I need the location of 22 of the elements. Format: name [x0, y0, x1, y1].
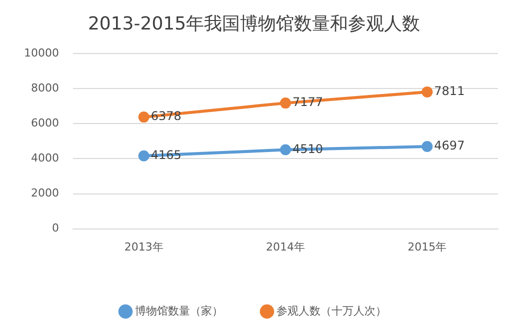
x-tick-label: 2014年 [266, 240, 305, 254]
x-tick-label: 2013年 [124, 240, 164, 254]
point [422, 141, 433, 152]
y-tick-label: 4000 [30, 152, 59, 165]
legend-label: 博物馆数量（家） [135, 304, 223, 318]
data-label: 4697 [434, 138, 465, 153]
y-tick-label: 6000 [30, 116, 59, 130]
y-tick-label: 0 [52, 222, 59, 235]
point [138, 150, 150, 162]
y-tick-label: 10000 [24, 46, 59, 60]
chart-title: 2013-2015年我国博物馆数量和参观人数 [88, 13, 420, 34]
point [422, 86, 433, 98]
data-label: 4510 [292, 142, 324, 156]
point [280, 98, 291, 109]
point [138, 112, 150, 123]
legend-label: 参观人数（十万人次） [276, 304, 386, 318]
y-tick-label: 8000 [30, 82, 59, 94]
x-tick-label: 2015年 [408, 240, 447, 254]
point [280, 144, 291, 156]
data-label: 7811 [434, 84, 465, 98]
y-tick-label: 2000 [30, 186, 59, 200]
data-label: 4165 [150, 148, 182, 162]
